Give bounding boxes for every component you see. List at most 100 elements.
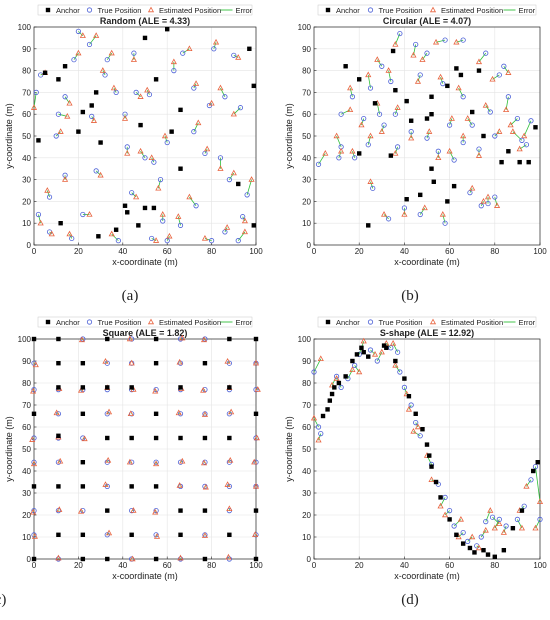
estimated-position-marker: [419, 56, 426, 62]
estimated-position-marker: [378, 348, 385, 355]
true-position-marker: [336, 155, 342, 161]
y-axis-label: y-coordinate (m): [4, 416, 14, 482]
estimated-position-marker: [252, 531, 259, 537]
true-position-marker: [514, 516, 521, 523]
anchor-marker: [153, 435, 159, 441]
anchor-marker: [481, 548, 486, 553]
true-position-marker: [496, 72, 502, 78]
y-tick-label: 0: [307, 555, 312, 564]
estimated-position-marker: [137, 93, 144, 99]
estimated-position-marker: [127, 410, 134, 416]
estimated-position-marker: [62, 176, 69, 182]
anchor-marker: [393, 88, 398, 93]
x-tick-label: 0: [312, 247, 317, 256]
legend-label-anchor: Anchor: [56, 318, 80, 327]
anchor-marker: [129, 435, 134, 441]
true-position-marker: [217, 155, 224, 161]
true-position-marker: [311, 369, 317, 375]
estimated-position-marker: [480, 197, 487, 204]
anchor-marker: [413, 411, 418, 416]
estimated-position-marker: [254, 386, 261, 392]
true-position-marker: [451, 523, 457, 529]
chart-title: S-shape (ALE = 12.92): [380, 328, 474, 338]
true-position-marker: [62, 94, 68, 100]
legend-label-error: Error: [236, 6, 253, 15]
anchor-marker: [165, 26, 170, 32]
true-position-marker: [401, 384, 407, 390]
estimated-position-marker: [224, 224, 231, 230]
anchor-marker: [359, 345, 364, 350]
estimated-position-marker: [53, 409, 60, 416]
anchor-marker: [427, 453, 432, 458]
estimated-position-marker: [161, 132, 169, 139]
error-line: [164, 135, 168, 143]
estimated-position-marker: [484, 193, 492, 200]
anchor-marker: [153, 361, 159, 366]
true-position-marker: [417, 211, 423, 218]
anchor-marker: [153, 484, 159, 489]
estimated-position-marker: [446, 147, 453, 154]
true-position-marker: [492, 133, 498, 139]
estimated-position-marker: [153, 237, 160, 243]
estimated-position-marker: [428, 476, 435, 482]
true-position-marker: [93, 168, 99, 174]
error-line: [523, 120, 532, 137]
estimated-position-marker: [81, 435, 88, 442]
estimated-position-marker: [475, 152, 483, 158]
x-tick-label: 0: [32, 247, 37, 256]
anchor-marker: [202, 508, 208, 513]
legend-label-true-position: True Position: [379, 318, 423, 327]
legend-label-estimated-position: Estimated Position: [441, 6, 503, 15]
true-position-marker: [417, 433, 423, 439]
true-position-marker: [514, 115, 521, 122]
y-axis-label: y-coordinate (m): [284, 416, 294, 482]
estimated-position-marker: [230, 169, 237, 176]
estimated-position-marker: [509, 128, 516, 134]
estimated-position-marker: [105, 457, 112, 463]
anchor-marker: [476, 68, 482, 73]
x-tick-label: 100: [533, 247, 547, 256]
true-position-marker: [401, 205, 407, 211]
estimated-position-marker: [523, 482, 530, 489]
anchor-marker: [129, 484, 134, 489]
estimated-position-marker: [230, 110, 237, 117]
legend-label-anchor: Anchor: [336, 6, 360, 15]
estimated-position-marker: [371, 350, 379, 357]
anchor-marker: [153, 411, 159, 416]
estimated-position-marker: [421, 204, 428, 211]
true-position-marker: [397, 30, 403, 37]
anchor-marker: [178, 166, 183, 171]
true-position-marker: [338, 111, 344, 117]
estimated-position-marker: [317, 355, 324, 361]
error-line: [204, 238, 212, 242]
estimated-position-marker: [152, 387, 159, 394]
true-position-marker: [86, 319, 93, 325]
true-position-marker: [392, 111, 398, 117]
true-position-marker: [395, 349, 401, 355]
true-position-marker: [388, 78, 394, 85]
true-position-marker: [209, 238, 215, 244]
y-tick-label: 20: [302, 197, 311, 206]
true-position-marker: [413, 419, 419, 426]
true-position-marker: [46, 194, 53, 200]
estimated-position-marker: [144, 86, 151, 93]
estimated-position-marker: [241, 217, 248, 224]
estimated-position-marker: [338, 147, 345, 154]
anchor-marker: [433, 479, 439, 485]
estimated-position-marker: [429, 318, 437, 325]
anchor-marker: [151, 205, 157, 211]
anchor-marker: [251, 223, 256, 228]
y-tick-label: 60: [302, 110, 311, 119]
y-tick-label: 100: [298, 23, 312, 32]
x-axis-label: x-coordinate (m): [112, 257, 178, 267]
true-position-marker: [153, 386, 159, 393]
true-position-marker: [157, 177, 164, 183]
error-line: [376, 59, 383, 67]
anchor-marker: [429, 166, 434, 171]
true-position-marker: [177, 411, 184, 417]
estimated-position-marker: [37, 219, 44, 226]
true-position-marker: [492, 194, 498, 200]
anchor-marker: [96, 234, 101, 239]
anchor-marker: [98, 140, 103, 145]
